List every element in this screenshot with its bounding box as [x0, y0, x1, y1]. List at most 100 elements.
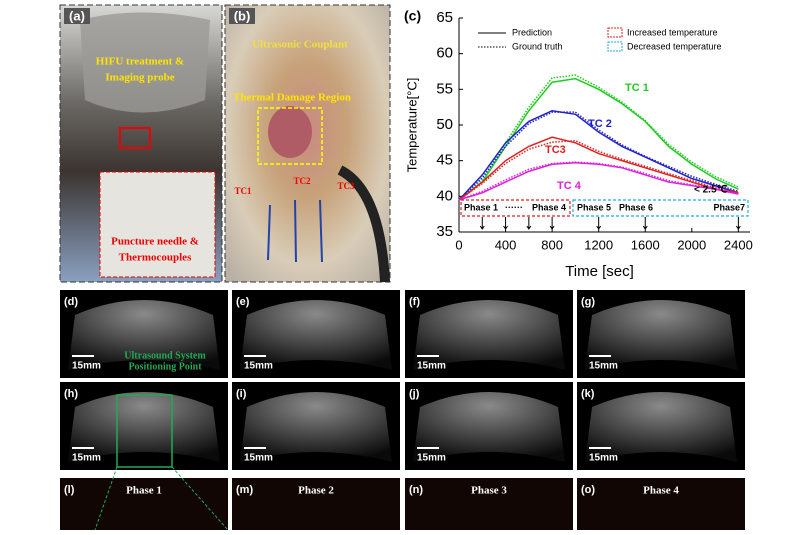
x-axis-label: Time [sec]: [565, 263, 634, 280]
panel-label: (h): [64, 388, 78, 400]
probe: [80, 12, 210, 113]
phase-label: ······: [505, 202, 523, 212]
us-frame: [405, 478, 573, 530]
roi-box: [116, 394, 173, 468]
us-image: [240, 392, 392, 462]
us-image: [413, 300, 565, 370]
us-frame: [60, 478, 228, 530]
us-image: [68, 300, 220, 370]
panel-label: (m): [236, 484, 253, 496]
series-label: TC 1: [625, 82, 649, 94]
x-tick-label: 2400: [724, 237, 753, 252]
phase-label: Phase 4: [532, 202, 566, 212]
truth-line: [458, 74, 739, 201]
caption: HIFU treatment &: [96, 56, 184, 68]
panel-label: (d): [64, 296, 78, 308]
scale-label: 15mm: [417, 453, 446, 464]
scale-label: 15mm: [244, 453, 273, 464]
y-tick-label: 50: [436, 116, 453, 133]
series-label: TC 4: [557, 180, 582, 192]
prediction-line: [458, 136, 739, 201]
note: Positioning Point: [128, 361, 202, 372]
x-tick-label: 1600: [631, 237, 660, 252]
inset: [99, 171, 216, 278]
x-tick-label: 1200: [584, 237, 613, 252]
legend-box: [607, 41, 623, 52]
caption: Thermal Damage Region: [233, 92, 351, 104]
phase-label: Phase 1: [464, 202, 498, 212]
us-image: [585, 300, 737, 370]
x-tick-label: 2000: [677, 237, 706, 252]
note: Ultrasound System: [124, 350, 206, 361]
y-tick-label: 35: [436, 223, 453, 240]
y-tick-label: 40: [436, 187, 453, 204]
y-tick-label: 55: [436, 80, 453, 97]
phase-title: Phase 4: [643, 485, 679, 497]
scale-label: 15mm: [589, 361, 618, 372]
scale-label: 15mm: [72, 361, 101, 372]
scale-label: 15mm: [244, 361, 273, 372]
panel-label: (i): [236, 388, 247, 400]
legend-label: Increased temperature: [627, 27, 718, 37]
legend-label: Prediction: [512, 27, 552, 37]
x-tick-label: 400: [495, 237, 517, 252]
phase-title: Phase 3: [471, 485, 507, 497]
panel-label: (k): [581, 388, 595, 400]
truth-line: [458, 139, 739, 201]
zoom-box: [119, 127, 151, 149]
phase-arrow: [526, 217, 532, 230]
phase-arrow: [735, 217, 741, 230]
panel-label: (f): [409, 296, 420, 308]
cable: [337, 165, 390, 283]
caption: Thermocouples: [119, 252, 192, 264]
panel-label: (e): [236, 296, 250, 308]
panel-label: (g): [581, 296, 595, 308]
caption: Imaging probe: [105, 72, 174, 84]
scale-label: 15mm: [589, 453, 618, 464]
us-image: [413, 392, 565, 462]
phase-arrow: [642, 217, 648, 230]
prediction-line: [458, 109, 739, 201]
scale-label: 15mm: [417, 361, 446, 372]
us-frame: [232, 478, 400, 530]
y-tick-label: 45: [436, 152, 453, 169]
panel-label-bg: [229, 8, 255, 24]
scale-label: 15mm: [72, 453, 101, 464]
panel-label: (b): [234, 8, 251, 23]
x-tick-label: 800: [541, 237, 563, 252]
panel-label: (c): [404, 8, 421, 24]
phase-label: Phase7: [713, 202, 745, 212]
phase-title: Phase 1: [126, 485, 162, 497]
damage-region: [268, 106, 312, 158]
us-image: [68, 392, 220, 462]
y-axis-label: Temperature[°C]: [404, 78, 419, 173]
legend-box: [607, 27, 623, 38]
series-label: TC3: [545, 144, 566, 156]
phase-arrow: [479, 217, 485, 230]
caption: Puncture needle &: [111, 236, 199, 248]
y-tick-label: 60: [436, 45, 453, 62]
threshold-note: < 2.5℃: [694, 185, 728, 196]
prediction-line: [458, 77, 739, 201]
caption: Ultrasonic Couplant: [252, 39, 348, 51]
ultrasound-grid: 15mm (d) 15mm (e) 15mm (f) 15mm (g) 15mm (h) 15mm (…: [60, 290, 745, 531]
phase-box: [572, 199, 749, 217]
caption: TC3: [337, 181, 355, 191]
phase-title: Phase 2: [298, 485, 334, 497]
phase-box: [460, 199, 571, 217]
us-image: [585, 392, 737, 462]
phase-arrow: [503, 217, 508, 230]
wires: [267, 199, 323, 263]
caption: TC2: [293, 176, 311, 186]
panel-label-bg: [64, 8, 90, 24]
phase-label: Phase 5: [577, 202, 611, 212]
us-image: [240, 300, 392, 370]
phase-arrow: [596, 217, 602, 230]
legend-label: Decreased temperature: [627, 41, 722, 51]
panel-label: (o): [581, 484, 595, 496]
series-label: TC 2: [588, 118, 612, 130]
panel-label: (j): [409, 388, 420, 400]
prediction-line: [458, 162, 739, 201]
x-tick-label: 0: [455, 237, 462, 252]
